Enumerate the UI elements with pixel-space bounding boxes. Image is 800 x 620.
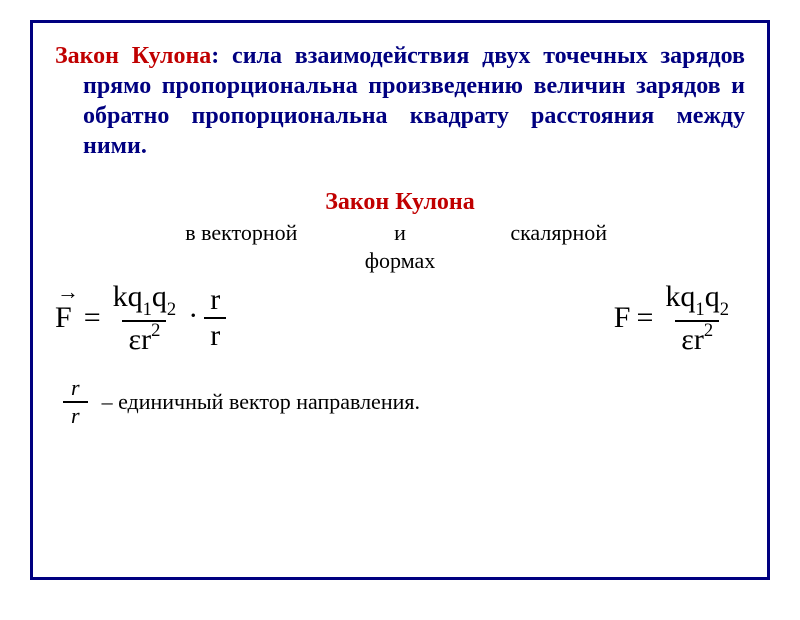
den-exp: 2: [151, 320, 160, 341]
sub-2-s: 2: [720, 299, 729, 320]
forms-below: формах: [55, 248, 745, 274]
den-r: r: [141, 323, 151, 356]
num-q2-s: q: [705, 280, 720, 313]
fraction-scalar: kq1q2 εr2: [659, 282, 735, 355]
definition-title: Закон Кулона: [55, 43, 211, 69]
fraction-scalar-numerator: kq1q2: [659, 282, 735, 320]
sub-2: 2: [167, 299, 176, 320]
footnote-text: – единичный вектор направления.: [102, 389, 420, 415]
forms-mid: и: [359, 220, 442, 246]
r-vector-top: r: [210, 285, 220, 315]
definition-colon: :: [211, 43, 232, 69]
fraction-2-numerator: r: [204, 285, 226, 317]
arrow-icon: →: [57, 279, 77, 305]
den-exp-s: 2: [704, 320, 713, 341]
equals-sign-scalar: =: [636, 301, 653, 335]
F-vector-symbol: → F: [55, 301, 72, 335]
slide-frame: Закон Кулона: сила взаимодействия двух т…: [30, 20, 770, 580]
unit-vector-bottom: r: [63, 403, 88, 427]
equals-sign: =: [84, 301, 101, 335]
fraction-2: r r: [204, 285, 226, 351]
num-q2: q: [152, 280, 167, 313]
den-r-s: r: [694, 323, 704, 356]
multiply-dot: ·: [188, 299, 198, 333]
num-kq: kq: [113, 280, 143, 313]
num-kq-s: kq: [665, 280, 695, 313]
vector-formula: → F = kq1q2 εr2 · r r: [55, 282, 226, 355]
scalar-formula: F = kq1q2 εr2: [614, 282, 735, 355]
forms-left: в векторной: [124, 220, 359, 246]
definition-paragraph: Закон Кулона: сила взаимодействия двух т…: [55, 41, 745, 161]
formulas-row: → F = kq1q2 εr2 · r r F =: [55, 282, 745, 355]
F-letter: F: [55, 301, 72, 334]
fraction-1: kq1q2 εr2: [107, 282, 183, 355]
forms-row: в векторной и скалярной: [55, 220, 745, 246]
fraction-scalar-denominator: εr2: [675, 320, 719, 355]
fraction-2-denominator: r: [204, 317, 226, 351]
law-heading: Закон Кулона: [55, 189, 745, 216]
sub-1: 1: [143, 299, 152, 320]
footnote: r r – единичный вектор направления.: [55, 377, 745, 427]
F-letter-scalar: F: [614, 301, 631, 335]
forms-right: скалярной: [441, 220, 676, 246]
fraction-1-denominator: εr2: [122, 320, 166, 355]
unit-vector-symbol: r r: [63, 377, 88, 427]
sub-1-s: 1: [695, 299, 704, 320]
unit-vector-top: r: [63, 377, 88, 403]
fraction-1-numerator: kq1q2: [107, 282, 183, 320]
den-eps-s: ε: [681, 323, 694, 356]
den-eps: ε: [128, 323, 141, 356]
